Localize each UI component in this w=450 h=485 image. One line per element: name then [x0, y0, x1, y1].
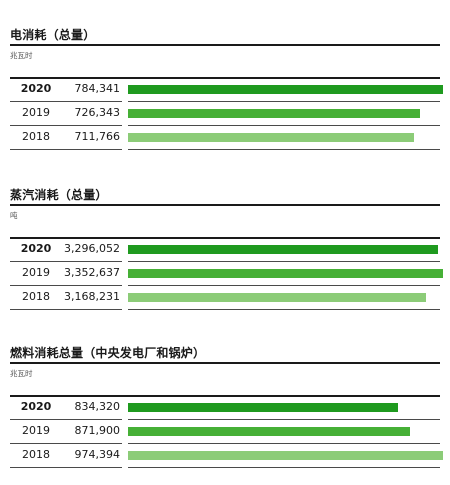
- row-rule: [10, 309, 122, 310]
- header-rule: [10, 77, 440, 79]
- year-label: 2019: [22, 424, 50, 437]
- row-rule: [10, 285, 122, 286]
- bar: [128, 109, 420, 118]
- value-label: 871,900: [74, 424, 121, 437]
- row-rule: [128, 285, 440, 286]
- row-rule: [10, 443, 122, 444]
- chart-title: 燃料消耗总量（中央发电厂和锅炉）: [10, 346, 206, 360]
- title-rule: [10, 44, 440, 46]
- row-rule: [128, 467, 440, 468]
- bar: [128, 403, 398, 412]
- bar: [128, 85, 443, 94]
- value-label: 3,296,052: [64, 242, 120, 255]
- row-rule: [10, 467, 122, 468]
- row-rule: [128, 149, 440, 150]
- row-rule: [128, 419, 440, 420]
- value-label: 834,320: [74, 400, 121, 413]
- year-label: 2018: [22, 290, 50, 303]
- bar: [128, 451, 443, 460]
- bar: [128, 133, 414, 142]
- unit-label: 兆瓦时: [10, 51, 33, 60]
- value-label: 784,341: [74, 82, 121, 95]
- bar: [128, 293, 426, 302]
- row-rule: [10, 419, 122, 420]
- row-rule: [128, 309, 440, 310]
- value-label: 726,343: [74, 106, 121, 119]
- row-rule: [10, 149, 122, 150]
- year-label: 2019: [22, 266, 50, 279]
- row-rule: [10, 261, 122, 262]
- bar: [128, 427, 410, 436]
- year-label: 2020: [20, 400, 52, 413]
- row-rule: [128, 261, 440, 262]
- row-rule: [10, 101, 122, 102]
- bar: [128, 245, 438, 254]
- unit-label: 兆瓦时: [10, 369, 33, 378]
- year-label: 2018: [22, 448, 50, 461]
- header-rule: [10, 237, 440, 239]
- chart-title: 电消耗（总量）: [10, 28, 96, 42]
- year-label: 2018: [22, 130, 50, 143]
- year-label: 2020: [20, 242, 52, 255]
- chart-title: 蒸汽消耗（总量）: [10, 188, 108, 202]
- unit-label: 吨: [10, 211, 18, 220]
- row-rule: [128, 443, 440, 444]
- row-rule: [128, 125, 440, 126]
- row-rule: [10, 125, 122, 126]
- year-label: 2019: [22, 106, 50, 119]
- value-label: 711,766: [74, 130, 121, 143]
- title-rule: [10, 362, 440, 364]
- row-rule: [128, 101, 440, 102]
- value-label: 3,352,637: [64, 266, 120, 279]
- year-label: 2020: [20, 82, 52, 95]
- bar: [128, 269, 443, 278]
- value-label: 974,394: [74, 448, 121, 461]
- value-label: 3,168,231: [64, 290, 120, 303]
- header-rule: [10, 395, 440, 397]
- title-rule: [10, 204, 440, 206]
